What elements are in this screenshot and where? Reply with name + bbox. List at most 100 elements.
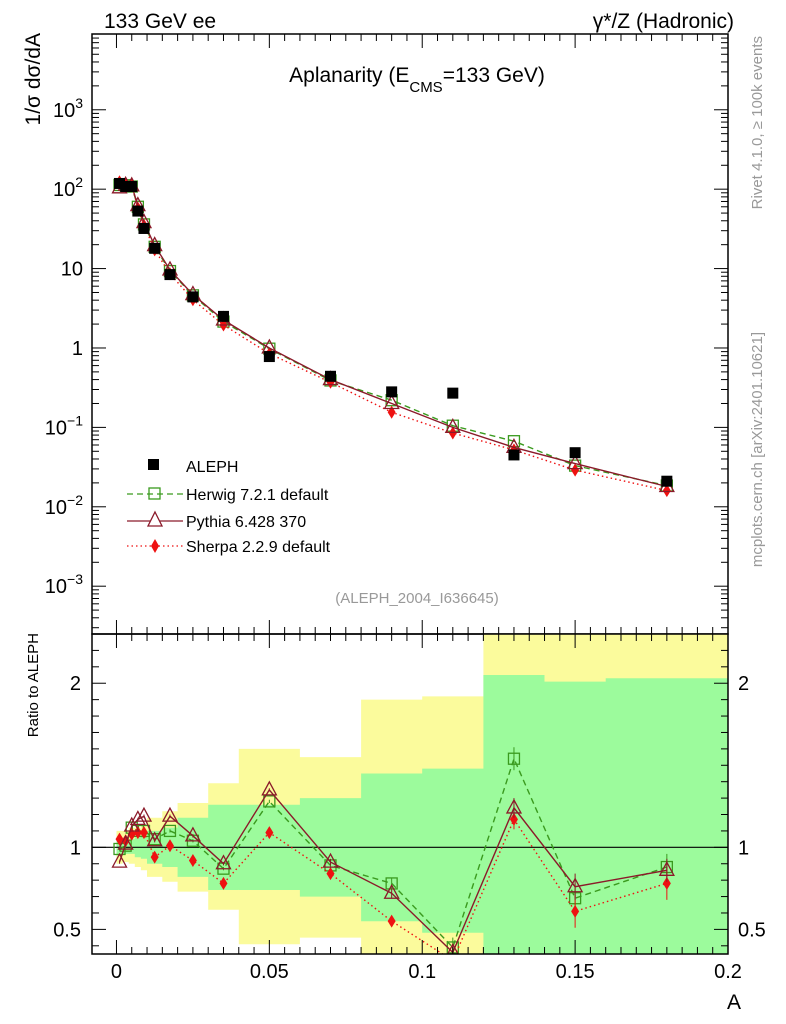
x-tick-labels: 0 0.05 0.1 0.15 0.2	[111, 961, 742, 983]
ratio-y-label: Ratio to ALEPH	[25, 633, 42, 737]
ratio-point-triangle	[446, 942, 459, 954]
ratio-y-tick-label-left: 0.5	[53, 919, 81, 941]
ratio-curve-square	[119, 756, 668, 949]
main-point-aleph	[187, 291, 199, 303]
ratio-point-diamond	[509, 812, 518, 826]
ratio-panel: 0.5 0.5 1 1 2 2 0 0.05 0.1 0.15 0.2 Ratio to ALEP…	[25, 633, 766, 1014]
main-point-aleph	[508, 449, 520, 461]
ratio-point-diamond	[571, 904, 580, 918]
tick-exponent: −1	[67, 412, 83, 428]
main-point-aleph	[386, 386, 398, 398]
ratio-point-diamond	[265, 826, 274, 840]
ratio-point-diamond	[326, 867, 335, 881]
x-tick-label: 0.1	[408, 961, 436, 983]
ratio-point-triangle	[111, 852, 128, 868]
ratio-point-square	[385, 877, 398, 890]
main-point-aleph	[325, 370, 336, 382]
main-y-tick-label: 10	[61, 259, 83, 281]
ratio-y-tick-label-right: 2	[738, 673, 749, 695]
main-point-aleph	[661, 475, 673, 487]
tick-base: 10	[53, 100, 75, 122]
ratio-frame	[91, 633, 729, 955]
ratio-y-tick-label-left: 1	[70, 837, 81, 859]
ratio-point-square	[263, 795, 276, 808]
legend-aleph-label: ALEPH	[186, 459, 238, 476]
legend-pythia-label: Pythia 6.428 370	[186, 514, 306, 531]
ratio-y-tick-label-right: 0.5	[738, 919, 766, 941]
main-y-tick-label: 102	[53, 174, 83, 201]
tick-base: 10	[45, 497, 67, 519]
main-y-tick-label: 10−2	[45, 492, 83, 519]
ratio-point-diamond	[139, 826, 148, 840]
ratio-point-triangle	[135, 806, 153, 822]
analysis-watermark: (ALEPH_2004_I636645)	[335, 590, 498, 607]
ratio-point-triangle	[117, 834, 134, 850]
ratio-point-triangle	[184, 826, 201, 842]
main-point-aleph	[263, 351, 275, 363]
header-right: γ*/Z (Hadronic)	[593, 10, 734, 33]
tick-base: 10	[45, 576, 67, 598]
ratio-point-triangle	[261, 780, 278, 796]
ratio-point-triangle	[129, 810, 146, 826]
ratio-y-tick-label-right: 1	[738, 837, 749, 859]
title-rest: =133 GeV)	[443, 64, 545, 87]
main-point-aleph	[114, 177, 126, 189]
main-point-diamond	[662, 484, 671, 498]
main-y-tick-label: 10−3	[45, 571, 83, 598]
tick-base: 10	[53, 179, 75, 201]
ratio-point-triangle	[161, 806, 179, 822]
ratio-data-layer	[92, 634, 728, 954]
title-subscript: CMS	[409, 79, 442, 96]
main-point-aleph	[126, 181, 138, 193]
tick-exponent: −2	[67, 492, 83, 508]
x-tick-label: 0	[111, 961, 122, 983]
main-axis-ticks	[92, 33, 729, 634]
ratio-point-diamond	[165, 839, 174, 853]
legend-pythia-marker	[146, 510, 164, 527]
main-curve-diamond	[119, 181, 667, 492]
x-tick-label: 0.2	[714, 961, 742, 983]
x-tick-label: 0.05	[250, 961, 289, 983]
main-data-layer	[111, 175, 675, 498]
legend-sherpa-marker	[151, 539, 159, 553]
title-main: Aplanarity (E	[289, 64, 409, 87]
tick-exponent: 2	[75, 174, 83, 190]
main-y-label: 1/σ dσ/dA	[22, 33, 45, 125]
ratio-point-triangle	[658, 860, 675, 876]
main-y-tick-label: 1	[72, 338, 83, 360]
main-point-triangle	[383, 394, 400, 410]
main-curve-square	[119, 184, 667, 487]
legend-herwig-marker	[148, 487, 161, 500]
legend-sherpa-label: Sherpa 2.2.9 default	[186, 539, 331, 556]
ratio-point-diamond	[150, 850, 159, 864]
main-point-aleph	[447, 387, 459, 399]
ratio-point-triangle	[146, 831, 163, 847]
ratio-point-triangle	[567, 877, 584, 893]
mcplots-label: mcplots.cern.ch [arXiv:2401.10621]	[749, 332, 766, 567]
ratio-point-diamond	[133, 826, 142, 840]
main-point-aleph	[149, 242, 161, 254]
legend: ALEPH Herwig 7.2.1 default Pythia 6.428 …	[127, 459, 331, 556]
main-curve-triangle	[119, 184, 667, 488]
ratio-point-triangle	[322, 852, 339, 868]
ratio-point-triangle	[505, 798, 523, 814]
ratio-point-triangle	[215, 854, 232, 870]
x-axis-label: A	[727, 991, 741, 1014]
ratio-y-tick-label-left: 2	[70, 673, 81, 695]
tick-base: 1	[72, 338, 83, 360]
ratio-point-triangle	[383, 883, 400, 899]
header-left: 133 GeV ee	[104, 10, 216, 33]
main-point-triangle	[567, 454, 584, 470]
main-point-triangle	[444, 418, 461, 434]
ratio-point-square	[507, 752, 521, 765]
ratio-y-tick-labels: 0.5 0.5 1 1 2 2	[53, 673, 766, 941]
ratio-axis-ticks	[92, 634, 729, 954]
main-point-aleph	[164, 269, 176, 281]
main-title: Aplanarity (ECMS=133 GeV)	[289, 64, 545, 96]
ratio-point-diamond	[219, 876, 228, 890]
ratio-point-diamond	[387, 914, 396, 928]
main-point-aleph	[132, 205, 144, 217]
